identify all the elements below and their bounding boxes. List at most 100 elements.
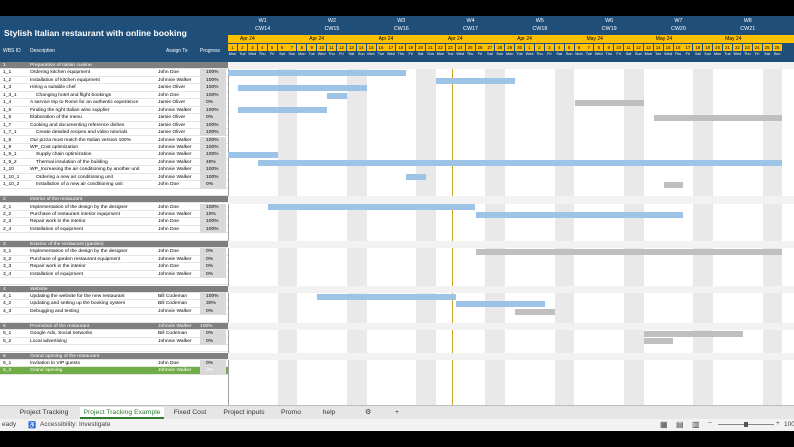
wbs-cell: 5_2	[3, 338, 12, 344]
gantt-bar[interactable]	[643, 338, 674, 345]
gantt-bar[interactable]	[515, 308, 555, 315]
task-row[interactable]: 2_3 Repair work in the interior John Doe 10…	[0, 218, 228, 226]
sheet-tab[interactable]: Fixed Cost	[173, 409, 207, 416]
wbs-cell: 3_1	[3, 249, 12, 255]
page-layout-icon[interactable]: ▤	[676, 420, 684, 429]
task-row[interactable]: 1_10 WP_Increasing the air conditioning b…	[0, 166, 228, 174]
task-row[interactable]: 2_2 Purchase of restaurant interior equip…	[0, 211, 228, 219]
gantt-bar[interactable]	[435, 77, 516, 84]
assignee-cell: Johnnie Walker	[158, 338, 192, 344]
task-row[interactable]: 1_1 Ordering kitchen equipment John Doe 100…	[0, 69, 228, 77]
zoom-in-button[interactable]: +	[776, 420, 780, 427]
day-name: Fri	[339, 52, 344, 56]
accessibility-icon[interactable]: ♿	[28, 422, 37, 429]
col-wbs-header[interactable]: WBS ID	[3, 48, 21, 54]
task-row[interactable]: 4_1 Updating the website for the new rest…	[0, 292, 228, 301]
task-row[interactable]	[0, 315, 228, 323]
task-row[interactable]	[0, 278, 228, 286]
task-row[interactable]	[0, 189, 228, 197]
sheet-tab[interactable]: Project Tracking	[19, 409, 69, 416]
day-number: 8	[594, 44, 604, 51]
task-row[interactable]: 1_8 Our pizza must match the Italian vers…	[0, 136, 228, 144]
task-row[interactable]: 3_3 Repair work in the interior John Doe 0%	[0, 263, 228, 271]
task-row[interactable]: 5_1 Google Ads, Social networks Bill Codem…	[0, 330, 228, 338]
add-sheet-button[interactable]: +	[395, 409, 399, 416]
section-row[interactable]: 5 Promotion of the restaurant Johnnie Walk…	[0, 322, 228, 331]
sheet-tab[interactable]: Project Tracking Example	[80, 407, 164, 419]
sheet-tab[interactable]: Project inputs	[223, 409, 265, 416]
gantt-bar[interactable]	[574, 99, 644, 106]
page-break-icon[interactable]: ▥	[692, 420, 700, 429]
milestone-row[interactable]: 6_2 Grand opening Johnnie Walker 0%	[0, 367, 228, 375]
progress-cell: 0%	[200, 99, 226, 107]
gantt-bar[interactable]	[317, 293, 456, 300]
task-row[interactable]: 1_9 WP_Cost optimization Johnnie Walker 100…	[0, 143, 228, 152]
task-row[interactable]: 3_1 Implementation of the design by the d…	[0, 248, 228, 256]
task-row[interactable]: 6_1 Invitation to VIP guests John Doe 0%	[0, 360, 228, 368]
zoom-slider-thumb[interactable]	[744, 422, 748, 427]
section-row[interactable]: 4 Website	[0, 285, 228, 293]
day-number: 5	[564, 44, 574, 51]
gantt-bar[interactable]	[228, 152, 278, 159]
progress-cell: 10%	[200, 211, 226, 219]
spreadsheet[interactable]: Stylish Italian restaurant with online b…	[0, 16, 794, 405]
section-row[interactable]: 6 Grand opening of the restaurant	[0, 352, 228, 360]
task-row[interactable]: 1_6 Elaboration of the menu Jamie Oliver 0%	[0, 114, 228, 122]
gantt-bar[interactable]	[267, 204, 476, 211]
task-row[interactable]: 1_5 Finding the right Italian wine suppli…	[0, 106, 228, 115]
sheet-tab[interactable]: Promo	[280, 409, 302, 416]
task-row[interactable]: 3_2 Purchase of garden restaurant equipme…	[0, 255, 228, 264]
sheet-tab[interactable]: help	[322, 409, 336, 416]
sheet-tab[interactable]: ⚙	[364, 409, 372, 416]
section-row[interactable]: 1 Preparation of Italian cuisine	[0, 62, 228, 70]
task-row[interactable]: 2_4 Installation of equipment John Doe 100%	[0, 225, 228, 234]
task-row[interactable]: 1_3_1 Changing hotel and flight bookings J…	[0, 91, 228, 100]
description-cell: Cooking and documenting reference dishes	[30, 122, 125, 128]
description-cell: Updating and setting up the booking syst…	[30, 301, 126, 307]
gantt-bar[interactable]	[228, 70, 407, 77]
zoom-level[interactable]: 100	[784, 421, 794, 428]
progress-cell: 100%	[200, 76, 226, 85]
task-row[interactable]: 2_1 Implementation of the design by the d…	[0, 203, 228, 211]
task-row[interactable]	[0, 345, 228, 353]
normal-view-icon[interactable]: ▦	[660, 420, 668, 429]
task-row[interactable]: 1_4 A service trip to Rome for an authent…	[0, 99, 228, 107]
task-row[interactable]: 1_9_1 Supply chain optimization Johnnie Wa…	[0, 151, 228, 159]
gantt-bar[interactable]	[653, 114, 783, 121]
accessibility-status[interactable]: Accessibility: Investigate	[40, 421, 111, 428]
task-row[interactable]: 4_2 Updating and setting up the booking s…	[0, 300, 228, 308]
task-row[interactable]: 1_9_2 Thermal insulation of the building J…	[0, 158, 228, 167]
gantt-bar[interactable]	[257, 159, 783, 166]
col-desc-header[interactable]: Description	[30, 48, 56, 54]
task-row[interactable]: 1_7 Cooking and documenting reference dis…	[0, 121, 228, 129]
assignee-cell: Johnnie Walker	[158, 77, 192, 83]
wbs-cell: 3_4	[3, 271, 12, 277]
section-row[interactable]: 3 Exterior of the restaurant (garden)	[0, 240, 228, 249]
task-row[interactable]: 1_7_1 Create detailed recipes and video t…	[0, 129, 228, 137]
col-progress-header[interactable]: Progress	[200, 48, 221, 54]
task-row[interactable]: 1_3 Hiring a suitable chef Jamie Oliver 100…	[0, 84, 228, 92]
gantt-bar[interactable]	[643, 330, 743, 337]
gantt-bar[interactable]	[327, 92, 347, 99]
wbs-cell: 3_3	[3, 264, 12, 270]
section-row[interactable]: 2 Interior of the restaurant	[0, 196, 228, 204]
task-row[interactable]: 4_3 Debugging and testing Johnnie Walker 0%	[0, 307, 228, 316]
day-name: Sat	[625, 52, 632, 56]
progress-cell: 0%	[200, 255, 226, 264]
task-row[interactable]: 1_10_1 Ordering a new air conditioning un…	[0, 173, 228, 182]
gantt-bar[interactable]	[237, 107, 327, 114]
task-row[interactable]	[0, 233, 228, 241]
gantt-bar[interactable]	[237, 85, 367, 92]
zoom-out-button[interactable]: −	[708, 420, 712, 427]
gantt-bar[interactable]	[455, 301, 545, 308]
gantt-bar[interactable]	[663, 181, 684, 188]
day-number: 30	[515, 44, 525, 51]
gantt-bar[interactable]	[475, 248, 783, 255]
task-row[interactable]: 1_2 Installation of kitchen equipment John…	[0, 76, 228, 85]
task-row[interactable]: 1_10_2 Installation of a new air conditio…	[0, 181, 228, 189]
gantt-bar[interactable]	[475, 211, 684, 218]
gantt-bar[interactable]	[406, 174, 426, 181]
task-row[interactable]: 3_4 Installation of equipment Johnnie Walk…	[0, 270, 228, 278]
task-row[interactable]: 5_2 Local advertising Johnnie Walker 0%	[0, 337, 228, 346]
col-assign-header[interactable]: Assign To	[166, 48, 188, 54]
